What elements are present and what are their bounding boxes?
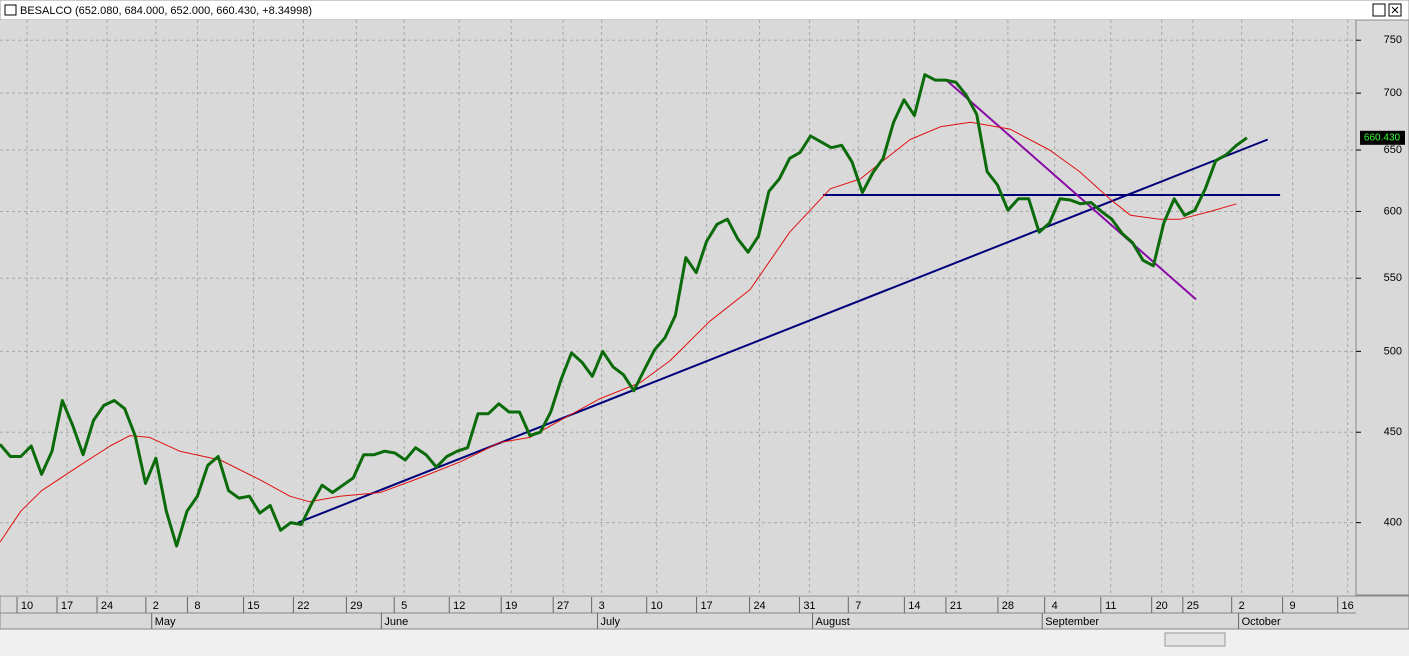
y-axis-panel: [1355, 19, 1409, 596]
x-tick-label: 29: [350, 600, 362, 612]
x-tick-label: 24: [101, 600, 113, 612]
x-tick-label: 20: [1156, 600, 1168, 612]
x-tick-label: 10: [651, 600, 663, 612]
y-tick-label: 400: [1384, 517, 1402, 529]
price-line: [0, 73, 1248, 548]
x-tick-label: 31: [803, 600, 815, 612]
x-tick-label: 17: [61, 600, 73, 612]
chart-title: BESALCO (652.080, 684.000, 652.000, 660.…: [20, 5, 312, 17]
y-tick-label: 450: [1384, 426, 1402, 438]
month-label: July: [600, 616, 620, 628]
y-tick-label: 500: [1384, 345, 1402, 357]
x-tick-label: 2: [153, 600, 159, 612]
x-tick-label: 17: [700, 600, 712, 612]
x-tick-label: 8: [194, 600, 200, 612]
close-icon: [1391, 6, 1399, 14]
last-value-label: 660.430: [1364, 132, 1401, 143]
x-tick-label: 19: [505, 600, 517, 612]
x-tick-label: 28: [1002, 600, 1014, 612]
last-value-marker: [1360, 130, 1405, 145]
x-tick-label: 21: [950, 600, 962, 612]
scroll-thumb[interactable]: [1164, 632, 1226, 647]
y-tick-label: 700: [1384, 87, 1402, 99]
x-tick-label: 9: [1290, 600, 1296, 612]
x-tick-label: 16: [1342, 600, 1354, 612]
trend-line: [297, 138, 1269, 524]
x-tick-label: 14: [908, 600, 920, 612]
x-tick-label: 3: [599, 600, 605, 612]
y-tick-label: 650: [1384, 144, 1402, 156]
month-label: October: [1242, 616, 1281, 628]
scrollbar[interactable]: [0, 630, 1409, 651]
y-tick-label: 550: [1384, 272, 1402, 284]
x-tick-label: 15: [247, 600, 259, 612]
month-label: May: [155, 616, 176, 628]
month-label: September: [1045, 616, 1099, 628]
x-tick-label: 10: [21, 600, 33, 612]
x-tick-label: 11: [1105, 600, 1116, 612]
x-tick-label: 4: [1052, 600, 1058, 612]
month-label: June: [384, 616, 408, 628]
x-tick-label: 2: [1239, 600, 1245, 612]
x-tick-label: 5: [401, 600, 407, 612]
month-label: August: [816, 616, 850, 628]
moving-average-line: [0, 121, 1237, 543]
x-tick-label: 22: [297, 600, 309, 612]
x-tick-label: 7: [855, 600, 861, 612]
maximize-button[interactable]: [1372, 3, 1386, 17]
x-tick-label: 12: [453, 600, 465, 612]
window-icon: [4, 4, 17, 16]
y-tick-label: 750: [1384, 34, 1402, 46]
x-tick-label: 24: [753, 600, 765, 612]
x-tick-label: 27: [557, 600, 569, 612]
x-tick-label: 25: [1187, 600, 1199, 612]
y-tick-label: 600: [1384, 205, 1402, 217]
